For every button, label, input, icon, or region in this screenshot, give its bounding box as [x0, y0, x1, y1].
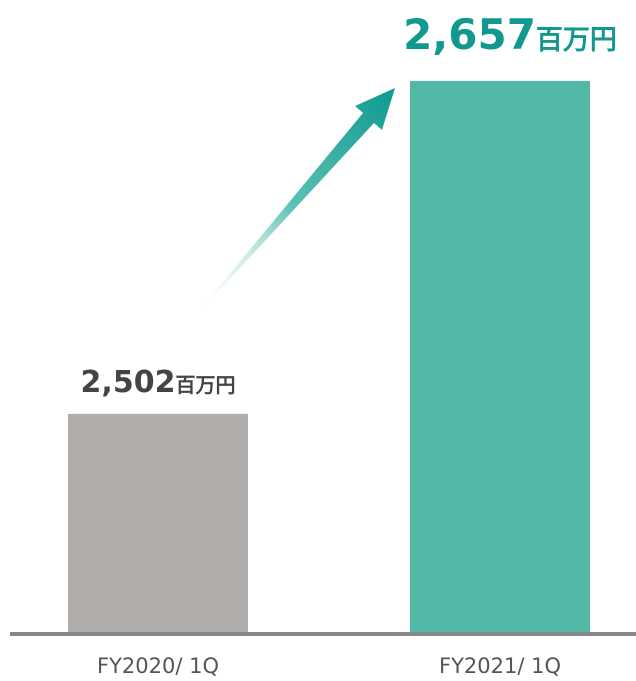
x-tick-label: FY2020/ 1Q — [97, 654, 219, 678]
data-label-unit: 百万円 — [536, 25, 617, 56]
growth-arrow — [190, 88, 395, 322]
data-label: 2,502百万円 — [81, 365, 236, 400]
data-label-value: 2,657 — [403, 10, 536, 59]
bar — [410, 80, 590, 634]
data-label-value: 2,502 — [81, 365, 176, 400]
bar — [68, 413, 248, 633]
x-tick-label: FY2021/ 1Q — [439, 654, 561, 678]
data-label-unit: 百万円 — [175, 373, 235, 397]
data-label: 2,657百万円 — [403, 10, 617, 59]
